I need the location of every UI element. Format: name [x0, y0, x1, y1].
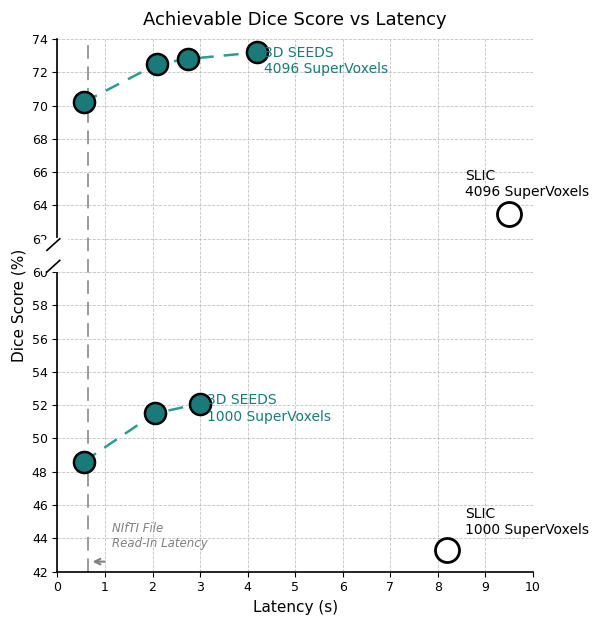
Text: SLIC
4096 SuperVoxels: SLIC 4096 SuperVoxels [465, 168, 589, 199]
Title: Achievable Dice Score vs Latency: Achievable Dice Score vs Latency [143, 11, 447, 29]
Point [442, 545, 452, 555]
Text: 3D SEEDS
1000 SuperVoxels: 3D SEEDS 1000 SuperVoxels [207, 393, 331, 424]
Bar [41, 240, 57, 270]
Point [150, 409, 160, 419]
Point [184, 54, 193, 64]
X-axis label: Latency (s): Latency (s) [253, 600, 338, 615]
Point [195, 399, 205, 409]
Point [79, 457, 88, 467]
Point [252, 48, 262, 58]
Text: 3D SEEDS
4096 SuperVoxels: 3D SEEDS 4096 SuperVoxels [264, 46, 388, 76]
Point [152, 59, 162, 69]
Point [504, 208, 514, 218]
Text: NIfTI File
Read-In Latency: NIfTI File Read-In Latency [112, 522, 208, 550]
Y-axis label: Dice Score (%): Dice Score (%) [11, 249, 26, 362]
Point [79, 97, 88, 107]
Text: SLIC
1000 SuperVoxels: SLIC 1000 SuperVoxels [465, 506, 589, 536]
